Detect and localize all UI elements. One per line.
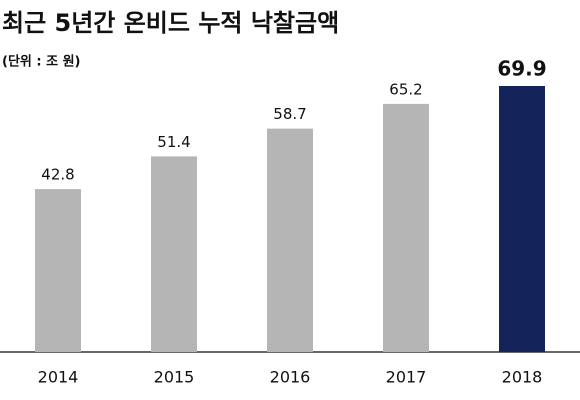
bar — [383, 103, 429, 352]
value-label: 42.8 — [41, 166, 74, 184]
x-tick-label: 2018 — [502, 368, 543, 387]
x-tick-label: 2016 — [270, 368, 311, 387]
chart-title: 최근 5년간 온비드 누적 낙찰금액 — [2, 9, 339, 37]
bar — [267, 128, 313, 352]
value-label: 58.7 — [273, 105, 306, 123]
bar — [35, 189, 81, 352]
value-label: 69.9 — [497, 57, 546, 81]
x-tick-label: 2017 — [386, 368, 427, 387]
x-tick-label: 2014 — [38, 368, 79, 387]
x-tick-label: 2015 — [154, 368, 195, 387]
value-label: 51.4 — [157, 133, 190, 151]
bar — [499, 86, 545, 352]
bar — [151, 156, 197, 352]
value-label: 65.2 — [389, 80, 422, 98]
chart-subtitle: (단위 : 조 원) — [2, 54, 81, 70]
